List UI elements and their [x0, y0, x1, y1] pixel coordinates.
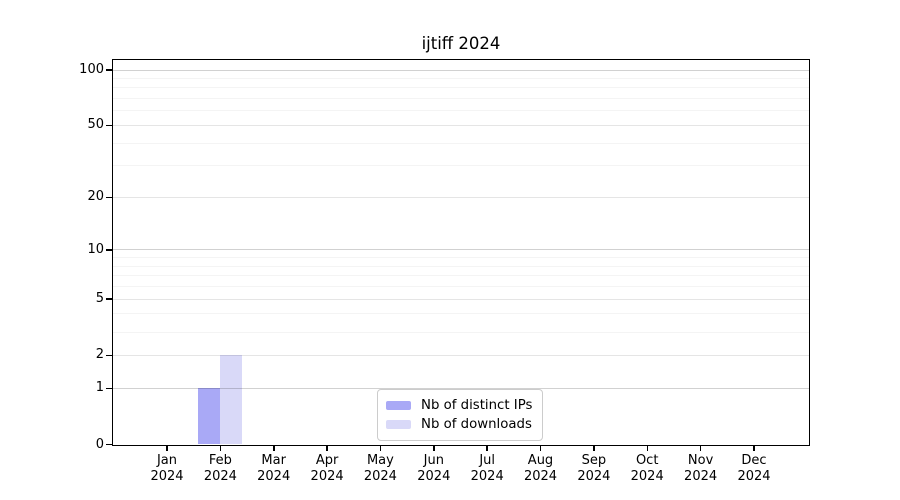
year-label: 2024	[310, 468, 344, 484]
year-label: 2024	[417, 468, 451, 484]
gridline-2	[113, 354, 809, 356]
month-label: Dec	[741, 453, 767, 468]
y-tick-label-50: 50	[87, 117, 104, 133]
x-tick-label-jun: Jun 2024	[402, 453, 466, 484]
legend: Nb of distinct IPs Nb of downloads	[377, 389, 544, 441]
gridline-90	[113, 78, 809, 79]
year-label: 2024	[257, 468, 291, 484]
y-tick-mark	[106, 196, 112, 199]
gridline-100	[113, 69, 809, 71]
y-tick-label-20: 20	[87, 189, 104, 205]
x-tick-mark	[593, 446, 595, 451]
legend-label: Nb of distinct IPs	[421, 398, 533, 413]
gridline-5	[113, 298, 809, 300]
gridline-70	[113, 98, 809, 100]
year-label: 2024	[150, 468, 184, 484]
month-label: Nov	[687, 453, 714, 468]
y-tick-mark	[106, 124, 112, 127]
legend-swatch-icon	[386, 420, 411, 429]
x-tick-label-jan: Jan 2024	[135, 453, 199, 484]
gridline-6	[113, 286, 809, 288]
y-tick-label-5: 5	[95, 291, 104, 307]
gridline-50	[113, 124, 809, 126]
x-tick-label-dec: Dec 2024	[722, 453, 786, 484]
x-tick-label-nov: Nov 2024	[669, 453, 733, 484]
x-tick-mark	[486, 446, 488, 451]
x-tick-label-oct: Oct 2024	[615, 453, 679, 484]
y-tick-label-1: 1	[95, 380, 104, 396]
legend-label: Nb of downloads	[421, 417, 532, 432]
x-tick-mark	[539, 446, 542, 451]
x-tick-label-jul: Jul 2024	[455, 453, 519, 484]
y-tick-mark	[106, 354, 112, 357]
x-tick-mark	[699, 446, 702, 451]
x-tick-mark	[219, 446, 222, 451]
x-tick-mark	[166, 446, 168, 451]
x-tick-mark	[379, 446, 382, 451]
x-tick-label-sep: Sep 2024	[562, 453, 626, 484]
gridline-20	[113, 196, 809, 198]
y-tick-label-2: 2	[95, 347, 104, 363]
month-label: May	[366, 453, 394, 468]
year-label: 2024	[737, 468, 771, 484]
month-label: Jan	[156, 453, 178, 468]
legend-item: Nb of distinct IPs	[386, 396, 532, 415]
y-tick-label-100: 100	[79, 62, 104, 77]
x-tick-label-may: May 2024	[348, 453, 412, 484]
x-tick-label-apr: Apr 2024	[295, 453, 359, 484]
year-label: 2024	[523, 468, 558, 484]
y-tick-mark	[106, 387, 112, 389]
x-tick-mark	[273, 446, 275, 451]
gridline-7	[113, 275, 809, 277]
legend-rows: Nb of distinct IPs Nb of downloads	[386, 396, 532, 434]
month-label: Oct	[635, 453, 659, 468]
gridline-9	[113, 257, 809, 259]
gridline-40	[113, 142, 809, 144]
y-tick-mark	[106, 443, 112, 446]
x-tick-mark	[326, 446, 328, 451]
gridline-30	[113, 165, 809, 167]
month-label: Jun	[423, 453, 444, 468]
year-label: 2024	[363, 468, 397, 484]
month-label: Sep	[581, 453, 607, 468]
x-tick-label-feb: Feb 2024	[188, 453, 252, 484]
gridline-8	[113, 265, 809, 267]
x-tick-label-aug: Aug 2024	[509, 453, 573, 484]
month-label: Jul	[479, 453, 496, 468]
y-tick-label-10: 10	[87, 241, 104, 257]
legend-swatch-icon	[386, 401, 411, 410]
year-label: 2024	[684, 468, 718, 484]
year-label: 2024	[470, 468, 504, 484]
y-tick-mark	[106, 249, 112, 251]
month-label: Aug	[527, 453, 554, 468]
year-label: 2024	[203, 468, 237, 484]
month-label: Mar	[261, 453, 286, 468]
gridline-60	[113, 110, 809, 112]
x-tick-mark	[646, 446, 648, 451]
bar-nb-of-downloads-feb	[219, 354, 242, 444]
gridline-10	[113, 249, 809, 251]
y-tick-mark	[106, 69, 112, 71]
y-tick-mark	[106, 298, 112, 300]
legend-item: Nb of downloads	[386, 415, 532, 434]
x-tick-mark	[753, 446, 755, 451]
x-tick-mark	[433, 446, 435, 451]
year-label: 2024	[577, 468, 611, 484]
bar-nb-of-distinct-ips-feb	[197, 387, 220, 444]
x-tick-label-mar: Mar 2024	[242, 453, 306, 484]
plot-area: Nb of distinct IPs Nb of downloads	[112, 59, 810, 446]
chart-title: ijtiff 2024	[421, 34, 501, 53]
gridline-80	[113, 87, 809, 89]
month-label: Apr	[315, 453, 339, 468]
gridline-3	[113, 331, 809, 333]
gridline-4	[113, 313, 809, 315]
year-label: 2024	[630, 468, 664, 484]
month-label: Feb	[208, 453, 232, 468]
y-tick-label-0: 0	[95, 436, 104, 452]
